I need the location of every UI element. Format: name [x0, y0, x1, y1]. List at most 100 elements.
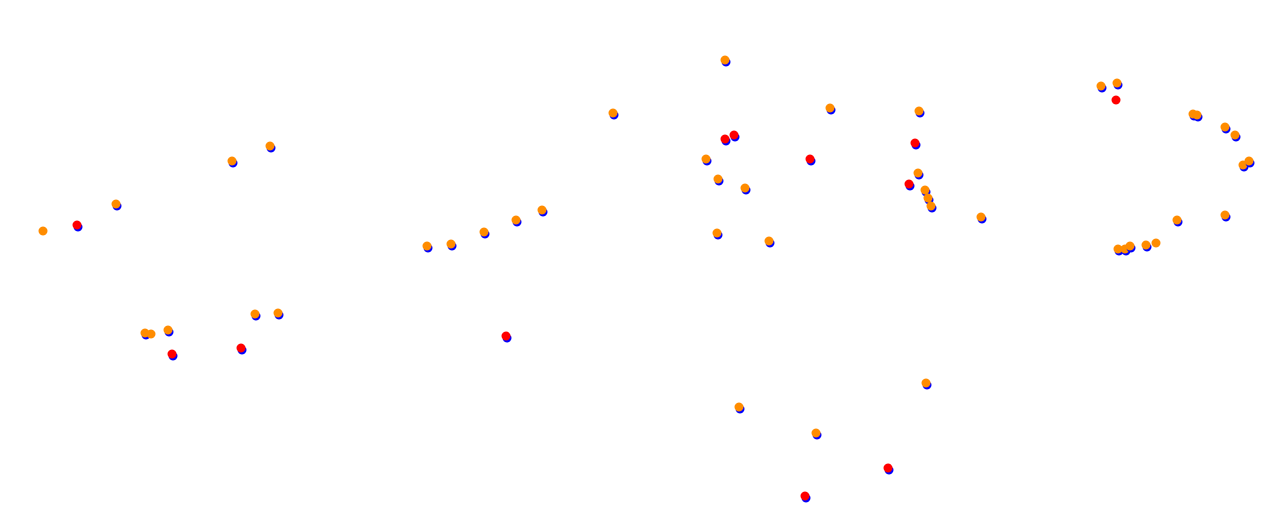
point-marker-orange — [1192, 110, 1202, 120]
point-marker-orange — [740, 183, 750, 193]
data-point — [146, 329, 156, 339]
data-point — [805, 154, 816, 166]
point-marker-orange — [1230, 130, 1240, 140]
point-marker-orange — [720, 55, 730, 65]
data-point — [825, 103, 836, 115]
data-point — [1112, 78, 1123, 90]
point-marker-orange — [811, 428, 821, 438]
data-point — [729, 130, 740, 142]
point-marker-red — [904, 179, 914, 189]
data-point — [1220, 210, 1231, 222]
point-marker-orange — [764, 236, 774, 246]
point-marker-red — [167, 349, 177, 359]
data-point — [1220, 122, 1231, 134]
data-point — [1192, 110, 1203, 122]
point-marker-orange — [920, 185, 930, 195]
data-point — [1230, 130, 1241, 142]
data-point — [926, 201, 937, 213]
point-marker-red — [883, 463, 893, 473]
point-marker-orange — [608, 108, 618, 118]
data-point — [1141, 240, 1152, 252]
data-point — [921, 378, 932, 390]
point-marker-red — [720, 134, 730, 144]
point-marker-orange — [712, 228, 722, 238]
data-point — [422, 241, 433, 253]
point-marker-orange — [923, 193, 933, 203]
point-marker-red — [236, 343, 246, 353]
point-marker-red — [910, 138, 920, 148]
point-marker-orange — [825, 103, 835, 113]
point-marker-red — [729, 130, 739, 140]
point-marker-orange — [1096, 81, 1106, 91]
data-point — [904, 179, 915, 191]
point-marker-orange — [511, 215, 521, 225]
data-point — [511, 215, 522, 227]
point-marker-orange — [1113, 244, 1123, 254]
point-marker-red — [501, 331, 511, 341]
point-marker-orange — [1151, 238, 1161, 248]
data-point — [236, 343, 247, 355]
point-marker-orange — [38, 226, 48, 236]
data-point — [1172, 215, 1183, 227]
data-point — [265, 141, 276, 153]
data-point — [167, 349, 178, 361]
data-point — [713, 174, 724, 186]
data-point — [111, 199, 122, 211]
data-point — [720, 55, 731, 67]
data-point — [913, 168, 924, 180]
point-marker-orange — [479, 227, 489, 237]
data-point — [537, 205, 548, 217]
point-marker-orange — [265, 141, 275, 151]
point-marker-orange — [111, 199, 121, 209]
point-marker-orange — [146, 329, 156, 339]
data-point — [250, 309, 261, 321]
point-marker-orange — [734, 402, 744, 412]
point-marker-orange — [926, 201, 936, 211]
data-point — [479, 227, 490, 239]
data-point — [1125, 241, 1136, 253]
point-marker-orange — [273, 308, 283, 318]
point-marker-orange — [1112, 78, 1122, 88]
point-marker-orange — [537, 205, 547, 215]
point-marker-orange — [701, 154, 711, 164]
data-point — [811, 428, 822, 440]
data-point — [501, 331, 512, 343]
point-marker-orange — [1220, 122, 1230, 132]
data-point — [712, 228, 723, 240]
point-marker-red — [800, 491, 810, 501]
point-marker-orange — [914, 106, 924, 116]
data-point — [976, 212, 987, 224]
data-point — [800, 491, 811, 503]
point-marker-red — [1111, 95, 1121, 105]
data-point — [38, 226, 48, 236]
data-point — [910, 138, 921, 150]
point-marker-orange — [422, 241, 432, 251]
data-point — [446, 239, 457, 251]
data-point — [1151, 238, 1161, 248]
data-point — [163, 325, 174, 337]
data-point — [1111, 95, 1121, 105]
data-point — [273, 308, 284, 320]
data-point — [720, 134, 731, 146]
point-marker-orange — [227, 156, 237, 166]
data-point — [72, 220, 83, 232]
data-point — [734, 402, 745, 414]
point-marker-red — [72, 220, 82, 230]
point-marker-orange — [913, 168, 923, 178]
data-point — [1096, 81, 1107, 93]
data-point — [701, 154, 712, 166]
point-marker-orange — [1125, 241, 1135, 251]
point-marker-orange — [250, 309, 260, 319]
point-marker-red — [805, 154, 815, 164]
data-point — [914, 106, 925, 118]
data-point — [764, 236, 775, 248]
point-marker-orange — [1172, 215, 1182, 225]
data-point — [883, 463, 894, 475]
point-marker-orange — [976, 212, 986, 222]
data-point — [1244, 156, 1255, 168]
data-point — [227, 156, 238, 168]
point-marker-orange — [713, 174, 723, 184]
data-point — [740, 183, 751, 195]
point-marker-orange — [1244, 156, 1254, 166]
